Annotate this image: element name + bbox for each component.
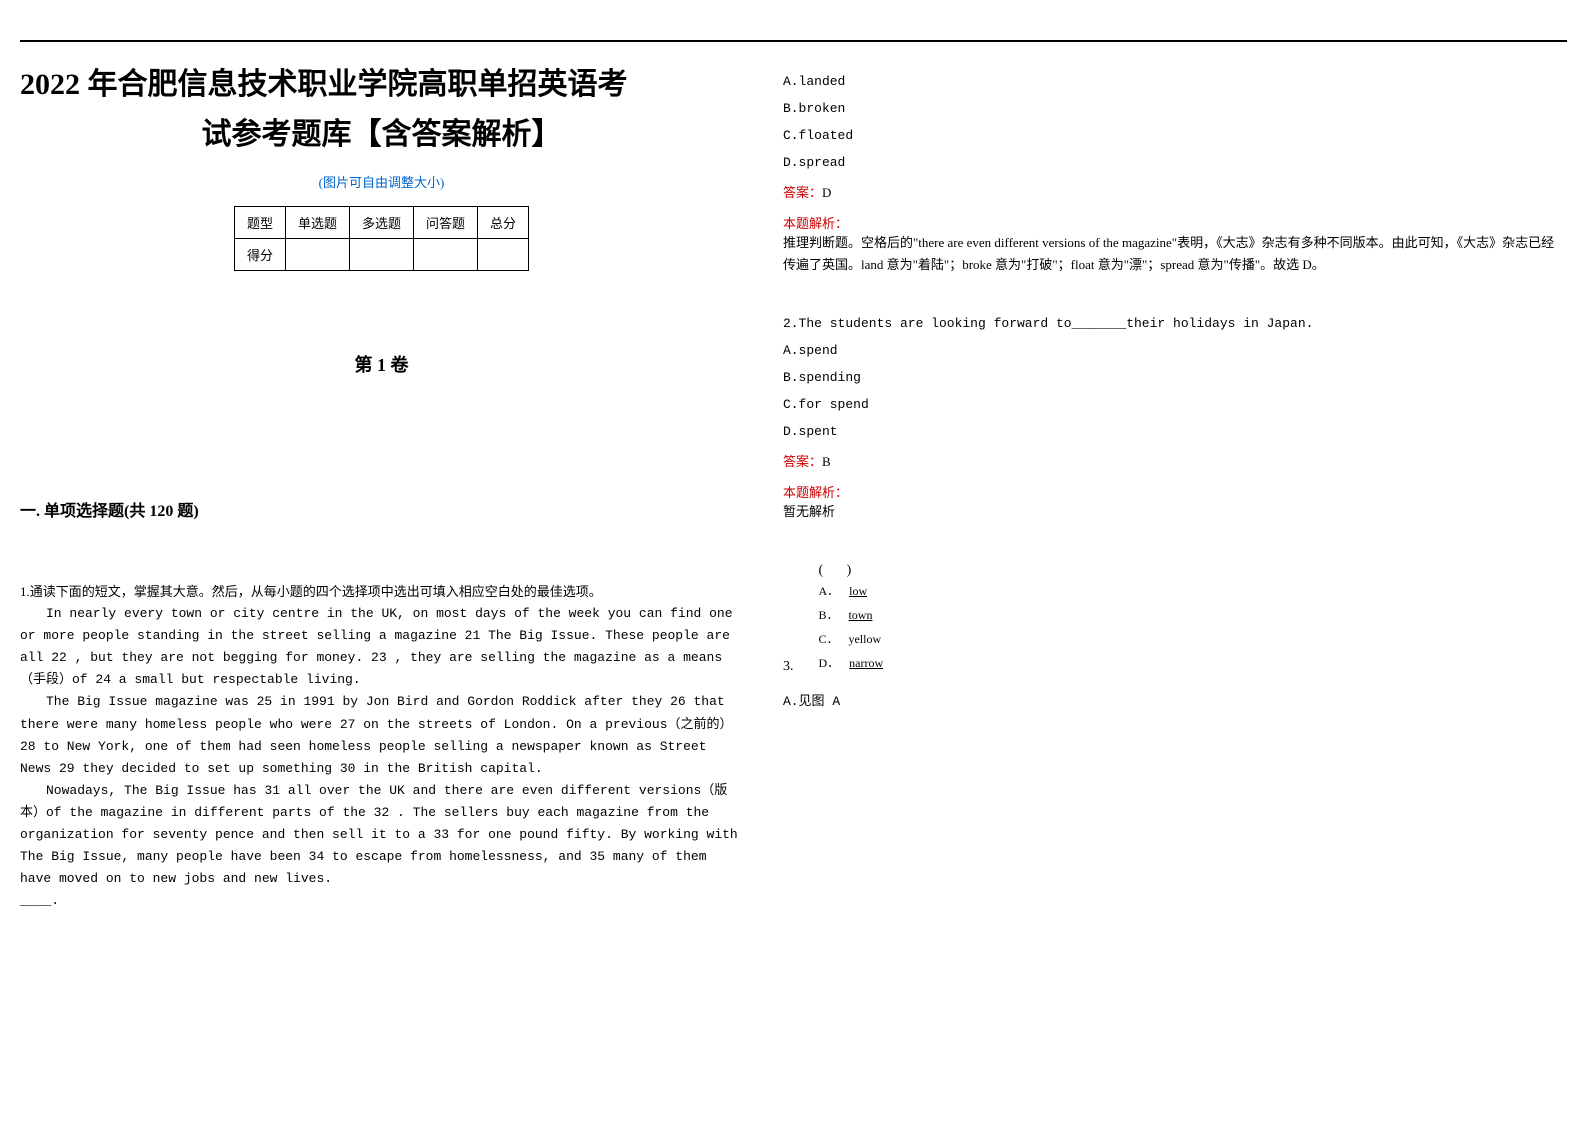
q2-text: 2.The students are looking forward to___… xyxy=(783,316,1567,331)
q2-analysis-text: 暂无解析 xyxy=(783,501,1567,523)
q1-option-c: C.floated xyxy=(783,128,1567,143)
q2-answer-value: B xyxy=(822,454,831,469)
q3-opt-c-text: yellow xyxy=(848,632,881,646)
score-label-cell: 得分 xyxy=(234,239,285,271)
header-cell: 问答题 xyxy=(413,207,477,239)
q2-analysis-label: 本题解析： xyxy=(783,482,1567,501)
q1-paragraph-3: Nowadays, The Big Issue has 31 all over … xyxy=(20,780,743,890)
q3-options-block: ( ) A． low B． town C． yellow D． narrow xyxy=(798,563,883,675)
header-cell: 多选题 xyxy=(349,207,413,239)
content-wrapper: 2022 年合肥信息技术职业学院高职单招英语考 试参考题库【含答案解析】 (图片… xyxy=(20,62,1567,942)
q3-opt-a-text: low xyxy=(849,584,867,598)
q3-small-options: A． low B． town C． yellow D． narrow xyxy=(818,579,883,675)
section-title: 一. 单项选择题(共 120 题) xyxy=(20,497,743,521)
header-cell: 题型 xyxy=(234,207,285,239)
question-2: 2.The students are looking forward to___… xyxy=(783,316,1567,523)
q2-option-c: C.for spend xyxy=(783,397,1567,412)
q3-opt-b-text: town xyxy=(848,608,872,622)
main-title-line2: 试参考题库【含答案解析】 xyxy=(20,112,743,157)
q1-paragraph-1: In nearly every town or city centre in t… xyxy=(20,603,743,691)
q1-intro: 1.通读下面的短文，掌握其大意。然后，从每小题的四个选择项中选出可填入相应空白处… xyxy=(20,581,743,603)
q3-opt-d-text: narrow xyxy=(849,656,883,670)
score-cell xyxy=(413,239,477,271)
q1-answer: 答案：D xyxy=(783,182,1567,201)
q2-answer: 答案：B xyxy=(783,451,1567,470)
subtitle: (图片可自由调整大小) xyxy=(20,172,743,191)
q3-opt-b-label: B． xyxy=(818,608,838,622)
volume-title: 第 1 卷 xyxy=(20,351,743,377)
top-border xyxy=(20,40,1567,42)
q2-option-b: B.spending xyxy=(783,370,1567,385)
q2-option-d: D.spent xyxy=(783,424,1567,439)
q2-answer-label: 答案： xyxy=(783,454,822,469)
q1-analysis-label: 本题解析： xyxy=(783,213,1567,232)
table-score-row: 得分 xyxy=(234,239,528,271)
q3-number: 3. xyxy=(783,659,794,675)
q3-opt-d-label: D． xyxy=(818,656,839,670)
main-title-line1: 2022 年合肥信息技术职业学院高职单招英语考 xyxy=(20,62,743,107)
q3-opt-a-label: A． xyxy=(818,584,839,598)
q3-opt-c-label: C． xyxy=(818,632,838,646)
q2-option-a: A.spend xyxy=(783,343,1567,358)
q1-option-b: B.broken xyxy=(783,101,1567,116)
score-cell xyxy=(285,239,349,271)
q1-option-a: A.landed xyxy=(783,74,1567,89)
header-cell: 单选题 xyxy=(285,207,349,239)
question-1: 1.通读下面的短文，掌握其大意。然后，从每小题的四个选择项中选出可填入相应空白处… xyxy=(20,581,743,912)
score-cell xyxy=(349,239,413,271)
right-column: A.landed B.broken C.floated D.spread 答案：… xyxy=(773,62,1567,942)
table-header-row: 题型 单选题 多选题 问答题 总分 xyxy=(234,207,528,239)
q1-answer-value: D xyxy=(822,185,831,200)
q3-option-a: A． low xyxy=(818,579,883,603)
left-column: 2022 年合肥信息技术职业学院高职单招英语考 试参考题库【含答案解析】 (图片… xyxy=(20,62,753,942)
q1-blank: ____. xyxy=(20,890,743,912)
question-3: 3. ( ) A． low B． town C． yellow D． narrow A.… xyxy=(783,563,1567,709)
q3-option-b: B． town xyxy=(818,603,883,627)
q3-answer-a: A.见图 A xyxy=(783,690,1567,709)
page-container: 2022 年合肥信息技术职业学院高职单招英语考 试参考题库【含答案解析】 (图片… xyxy=(20,40,1567,942)
q3-paren: ( ) xyxy=(818,563,883,579)
q3-option-c: C． yellow xyxy=(818,627,883,651)
header-cell: 总分 xyxy=(478,207,529,239)
q1-paragraph-2: The Big Issue magazine was 25 in 1991 by… xyxy=(20,691,743,779)
q3-option-d: D． narrow xyxy=(818,651,883,675)
score-table: 题型 单选题 多选题 问答题 总分 得分 xyxy=(234,206,529,271)
q3-wrapper: 3. ( ) A． low B． town C． yellow D． narrow xyxy=(783,563,1567,675)
q1-option-d: D.spread xyxy=(783,155,1567,170)
q1-analysis-text: 推理判断题。空格后的"there are even different vers… xyxy=(783,232,1567,276)
score-cell xyxy=(478,239,529,271)
q1-answer-label: 答案： xyxy=(783,185,822,200)
